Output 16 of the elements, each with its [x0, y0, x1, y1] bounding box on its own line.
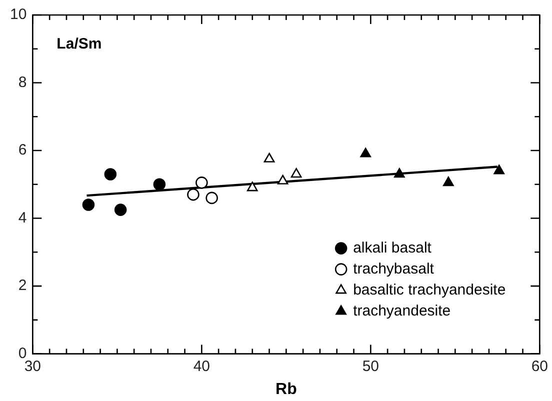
y-tick-label: 10: [10, 6, 27, 24]
y-tick-label: 6: [18, 142, 27, 159]
x-tick-label: 40: [193, 358, 210, 375]
x-tick-label: 60: [531, 358, 548, 375]
legend-label: alkali basalt: [353, 239, 432, 256]
x-tick-label: 50: [362, 358, 380, 375]
legend-label: trachybasalt: [353, 260, 435, 278]
legend-label: basaltic trachyandesite: [353, 281, 506, 298]
y-tick-label: 0: [18, 344, 27, 362]
x-tick-label: 30: [24, 358, 42, 375]
text: La/Sm: [56, 36, 102, 53]
y-tick-label: 4: [18, 209, 27, 226]
y-tick-label: 8: [18, 74, 27, 91]
y-tick-label: 2: [18, 277, 27, 294]
legend-label: trachyandesite: [353, 302, 451, 320]
x-axis-title: Rb: [276, 380, 298, 398]
